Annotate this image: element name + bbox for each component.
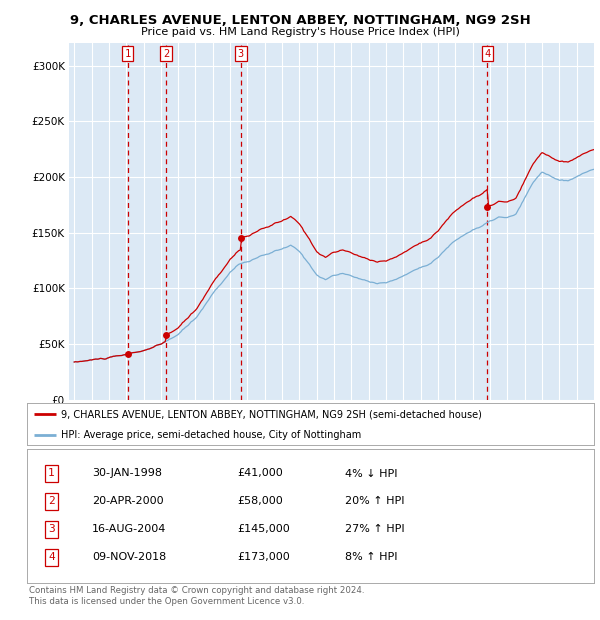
Text: 4: 4: [484, 49, 491, 59]
Text: 27% ↑ HPI: 27% ↑ HPI: [344, 525, 404, 534]
Text: 09-NOV-2018: 09-NOV-2018: [92, 552, 166, 562]
Text: 4% ↓ HPI: 4% ↓ HPI: [344, 469, 397, 479]
Text: 16-AUG-2004: 16-AUG-2004: [92, 525, 167, 534]
Text: This data is licensed under the Open Government Licence v3.0.: This data is licensed under the Open Gov…: [29, 597, 304, 606]
Text: £58,000: £58,000: [237, 497, 283, 507]
Text: 9, CHARLES AVENUE, LENTON ABBEY, NOTTINGHAM, NG9 2SH (semi-detached house): 9, CHARLES AVENUE, LENTON ABBEY, NOTTING…: [61, 409, 482, 419]
Text: £173,000: £173,000: [237, 552, 290, 562]
Text: 2: 2: [163, 49, 169, 59]
Text: 20% ↑ HPI: 20% ↑ HPI: [344, 497, 404, 507]
Text: Contains HM Land Registry data © Crown copyright and database right 2024.: Contains HM Land Registry data © Crown c…: [29, 586, 364, 595]
Text: 30-JAN-1998: 30-JAN-1998: [92, 469, 162, 479]
Text: 4: 4: [48, 552, 55, 562]
Text: 20-APR-2000: 20-APR-2000: [92, 497, 164, 507]
Text: 9, CHARLES AVENUE, LENTON ABBEY, NOTTINGHAM, NG9 2SH: 9, CHARLES AVENUE, LENTON ABBEY, NOTTING…: [70, 14, 530, 27]
Text: £145,000: £145,000: [237, 525, 290, 534]
Text: HPI: Average price, semi-detached house, City of Nottingham: HPI: Average price, semi-detached house,…: [61, 430, 361, 440]
Text: 8% ↑ HPI: 8% ↑ HPI: [344, 552, 397, 562]
Text: 1: 1: [124, 49, 131, 59]
Text: 1: 1: [48, 469, 55, 479]
Text: 2: 2: [48, 497, 55, 507]
Text: £41,000: £41,000: [237, 469, 283, 479]
Text: Price paid vs. HM Land Registry's House Price Index (HPI): Price paid vs. HM Land Registry's House …: [140, 27, 460, 37]
Text: 3: 3: [238, 49, 244, 59]
Text: 3: 3: [48, 525, 55, 534]
